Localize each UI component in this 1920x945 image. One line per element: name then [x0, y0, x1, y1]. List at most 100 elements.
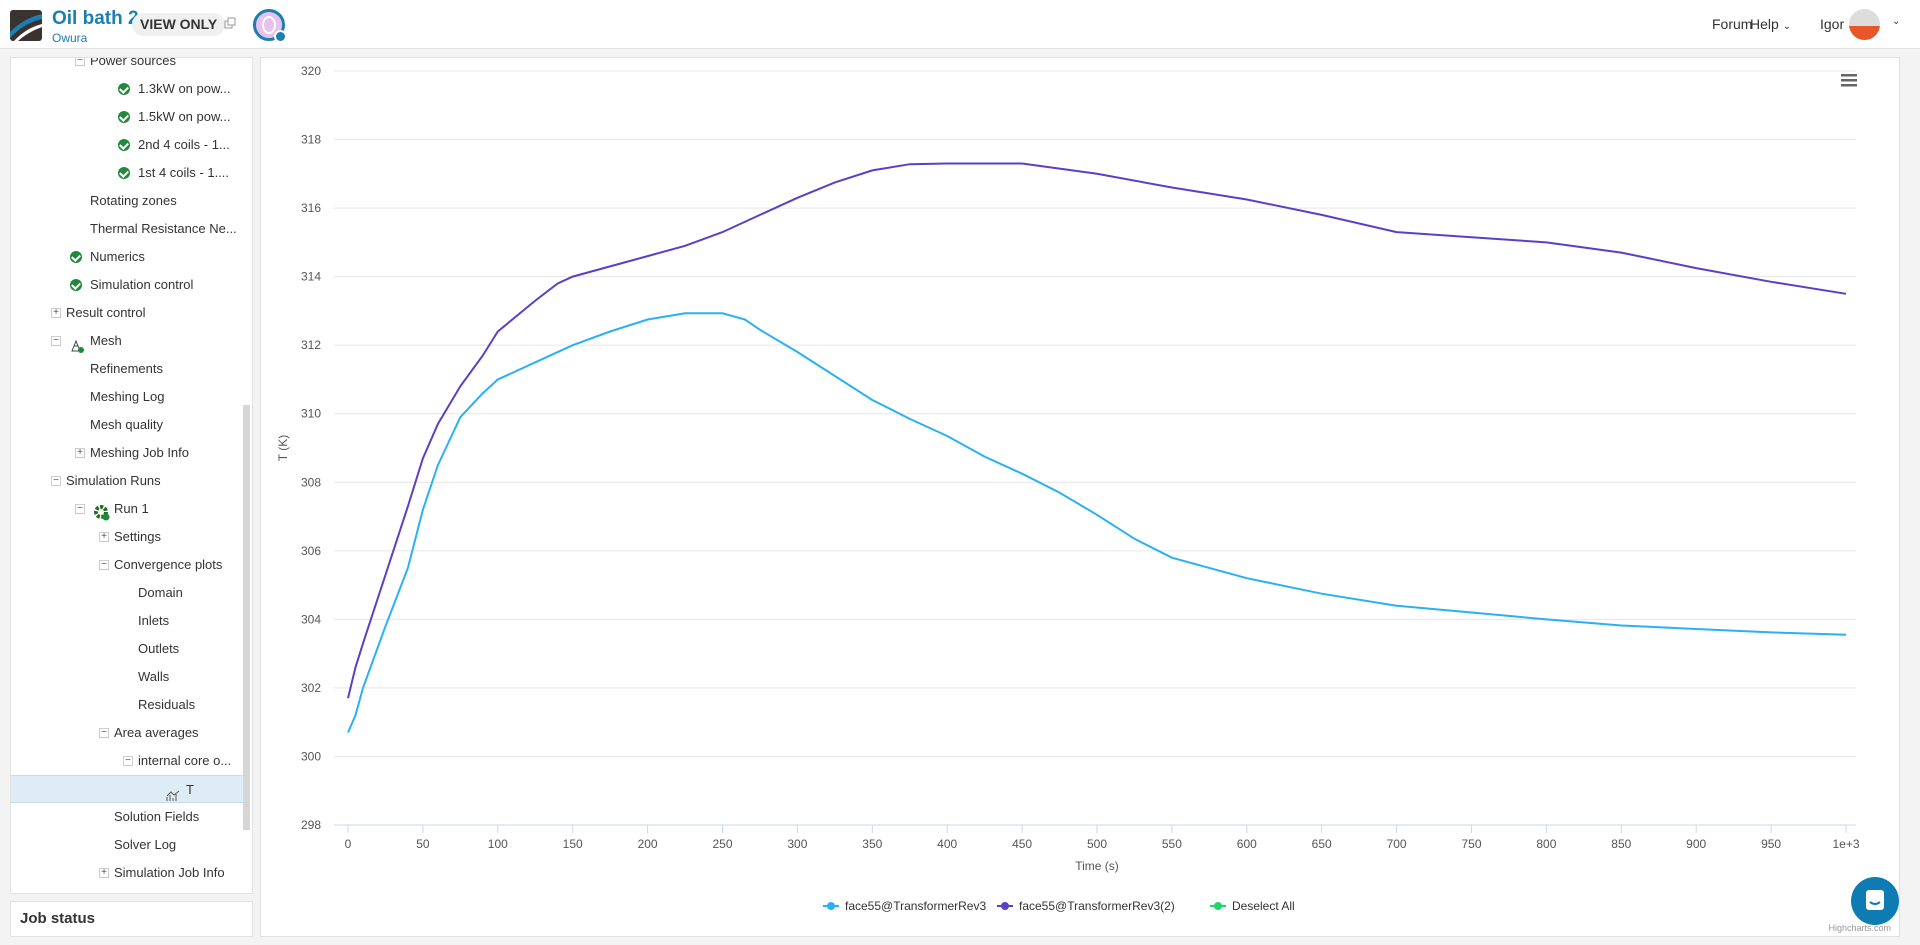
tree-item[interactable]: Mesh quality — [11, 411, 243, 439]
tree-item-label: T — [186, 782, 194, 797]
x-tick-label: 550 — [1162, 837, 1182, 851]
collapse-icon[interactable]: − — [123, 756, 133, 766]
tree-item[interactable]: Thermal Resistance Ne... — [11, 215, 243, 243]
y-tick-label: 320 — [301, 64, 321, 78]
y-tick-label: 300 — [301, 749, 321, 763]
tree-item-label: Simulation Runs — [66, 473, 161, 488]
y-tick-label: 310 — [301, 407, 321, 421]
tree-item-label: Run 1 — [114, 501, 149, 516]
tree-item[interactable]: Inlets — [11, 607, 243, 635]
chart-menu-icon[interactable] — [1841, 74, 1857, 87]
legend-item[interactable]: face55@TransformerRev3(2) — [1019, 899, 1175, 913]
tree-item-label: Area averages — [114, 725, 199, 740]
tree-item[interactable]: − internal core o... — [11, 747, 243, 775]
tree-item[interactable]: + Result control — [11, 299, 243, 327]
tree-scrollbar[interactable] — [243, 405, 250, 830]
tree-item-label: Refinements — [90, 361, 163, 376]
tree-item[interactable]: Walls — [11, 663, 243, 691]
tree-item[interactable]: 2nd 4 coils - 1... — [11, 131, 243, 159]
tree-item[interactable]: Simulation control — [11, 271, 243, 299]
x-tick-label: 250 — [712, 837, 732, 851]
check-icon — [118, 83, 130, 95]
y-tick-label: 308 — [301, 475, 321, 489]
tree-item[interactable]: Refinements — [11, 355, 243, 383]
chat-button[interactable] — [1851, 877, 1899, 925]
x-tick-label: 600 — [1237, 837, 1257, 851]
tree-item[interactable]: + Settings — [11, 523, 243, 551]
expand-icon[interactable]: + — [51, 308, 61, 318]
app-logo[interactable] — [10, 10, 42, 41]
y-tick-label: 312 — [301, 338, 321, 352]
y-tick-label: 316 — [301, 201, 321, 215]
tree-item[interactable]: + Simulation Job Info — [11, 859, 243, 887]
tree-item[interactable]: Numerics — [11, 243, 243, 271]
tree-item[interactable]: − Power sources — [11, 58, 243, 75]
owner-avatar[interactable] — [253, 9, 287, 43]
check-icon — [70, 251, 82, 263]
forum-link[interactable]: Forum — [1712, 16, 1753, 32]
x-tick-label: 400 — [937, 837, 957, 851]
x-tick-label: 0 — [345, 837, 352, 851]
tree-item[interactable]: Outlets — [11, 635, 243, 663]
collapse-icon[interactable]: − — [99, 728, 109, 738]
collapse-icon[interactable]: − — [75, 504, 85, 514]
gear-icon — [94, 503, 110, 521]
check-icon — [118, 111, 130, 123]
tree-item[interactable]: Solver Log — [11, 831, 243, 859]
view-only-badge: VIEW ONLY — [132, 13, 226, 36]
project-tree: − Power sources 1.3kW on pow... 1.5kW on po… — [10, 57, 253, 894]
help-menu[interactable]: Help ⌄ — [1750, 16, 1791, 32]
x-tick-label: 300 — [787, 837, 807, 851]
tree-item[interactable]: Solution Fields — [11, 803, 243, 831]
legend-item[interactable]: face55@TransformerRev3 — [845, 899, 986, 913]
collapse-icon[interactable]: − — [99, 560, 109, 570]
tree-item[interactable]: − Run 1 — [11, 495, 243, 523]
tree-item-label: Convergence plots — [114, 557, 223, 572]
tree-item[interactable]: Meshing Log — [11, 383, 243, 411]
expand-icon[interactable]: + — [99, 532, 109, 542]
help-label: Help — [1750, 16, 1779, 32]
chart-panel: 298 300 302 304 306 308 310 312 314 316 318 320 0 50 1… — [260, 57, 1900, 937]
tree-item-label: Result control — [66, 305, 146, 320]
copy-icon[interactable] — [224, 17, 236, 29]
line-chart: 298 300 302 304 306 308 310 312 314 316 318 320 0 50 1… — [276, 64, 1891, 933]
series-line-2 — [347, 162, 1847, 699]
tree-item-label: Simulation Job Info — [114, 865, 225, 880]
x-tick-label: 900 — [1686, 837, 1706, 851]
tree-item-label: Thermal Resistance Ne... — [90, 221, 237, 236]
tree-item[interactable]: 1st 4 coils - 1.... — [11, 159, 243, 187]
tree-item[interactable]: T — [11, 775, 243, 803]
chevron-down-icon: ⌄ — [1782, 21, 1792, 32]
tree-item[interactable]: 1.3kW on pow... — [11, 75, 243, 103]
tree-item[interactable]: Domain — [11, 579, 243, 607]
expand-icon[interactable]: + — [75, 448, 85, 458]
chat-icon — [1866, 890, 1884, 910]
check-icon — [70, 279, 82, 291]
project-title[interactable]: Oil bath 2 — [52, 8, 139, 29]
tree-item-label: Meshing Job Info — [90, 445, 190, 460]
x-tick-label: 700 — [1387, 837, 1407, 851]
job-status-panel[interactable]: Job status — [10, 901, 253, 937]
tree-item[interactable]: − Convergence plots — [11, 551, 243, 579]
tree-item[interactable]: − Area averages — [11, 719, 243, 747]
tree-item-label: internal core o... — [138, 753, 232, 768]
tree-item[interactable]: + Meshing Job Info — [11, 439, 243, 467]
tree-item[interactable]: − Mesh — [11, 327, 243, 355]
y-tick-label: 304 — [301, 612, 321, 626]
credits-link: Highcharts.com — [1828, 923, 1891, 933]
tree-item-label: 1st 4 coils - 1.... — [138, 165, 230, 180]
tree-item[interactable]: − Simulation Runs — [11, 467, 243, 495]
tree-item[interactable]: Rotating zones — [11, 187, 243, 215]
tree-item-label: Residuals — [138, 697, 196, 712]
collapse-icon[interactable]: − — [51, 336, 61, 346]
collapse-icon[interactable]: − — [75, 58, 85, 66]
tree-item[interactable]: Residuals — [11, 691, 243, 719]
user-avatar[interactable] — [1849, 9, 1880, 40]
project-owner[interactable]: Owura — [52, 31, 88, 45]
expand-icon[interactable]: + — [99, 868, 109, 878]
user-name[interactable]: Igor — [1820, 16, 1845, 32]
legend-item[interactable]: Deselect All — [1232, 899, 1295, 913]
user-menu-chevron-icon[interactable]: ⌄ — [1892, 16, 1901, 27]
tree-item[interactable]: 1.5kW on pow... — [11, 103, 243, 131]
collapse-icon[interactable]: − — [51, 476, 61, 486]
